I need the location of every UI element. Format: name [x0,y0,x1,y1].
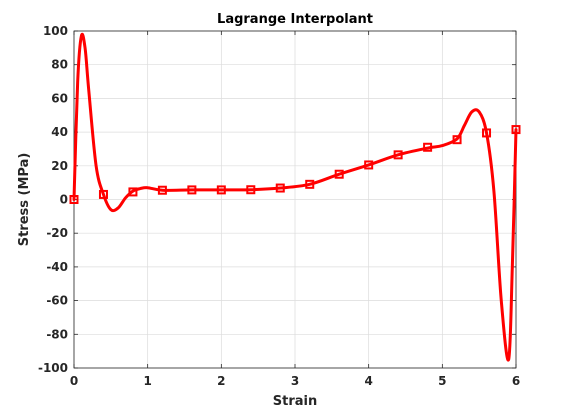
data-point-marker [69,195,79,204]
data-point-marker [452,135,462,145]
data-point-marker [511,125,521,135]
y-tick-label: -20 [46,226,68,240]
y-tick-label: 40 [51,125,68,139]
data-point-marker [216,185,226,195]
data-point-marker [275,183,285,193]
y-tick-label: -40 [46,260,68,274]
x-tick-label: 3 [291,374,299,388]
y-tick-label: 80 [51,58,68,72]
chart-title: Lagrange Interpolant [217,12,373,27]
x-axis-label: Strain [273,394,317,409]
data-point-marker [157,185,167,195]
series-layer [69,32,521,362]
x-tick-label: 2 [217,374,225,388]
data-point-marker [305,179,315,189]
y-tick-label: 20 [51,159,68,173]
y-tick-label: -80 [46,327,68,341]
y-tick-label: 0 [60,193,68,207]
y-tick-label: -100 [38,361,68,375]
x-tick-label: 0 [70,374,78,388]
y-tick-label: 60 [51,91,68,105]
x-tick-label: 6 [512,374,520,388]
x-tick-label: 4 [364,374,372,388]
data-point-marker [423,142,433,152]
data-point-marker [128,187,138,197]
y-tick-label: -60 [46,294,68,308]
data-point-marker [334,169,344,179]
y-tick-labels: -100 -80 -60 -40 -20 0 20 40 60 80 100 [38,24,68,375]
data-point-marker [482,128,492,138]
y-tick-label: 100 [43,24,68,38]
data-point-marker [393,150,403,160]
x-tick-label: 5 [438,374,446,388]
data-point-marker [246,185,256,195]
x-tick-labels: 0 1 2 3 4 5 6 [70,374,520,388]
y-axis-label: Stress (MPa) [17,153,32,247]
data-point-marker [364,160,374,170]
data-point-marker [187,185,197,195]
x-tick-label: 1 [143,374,151,388]
data-point-marker [98,189,108,199]
